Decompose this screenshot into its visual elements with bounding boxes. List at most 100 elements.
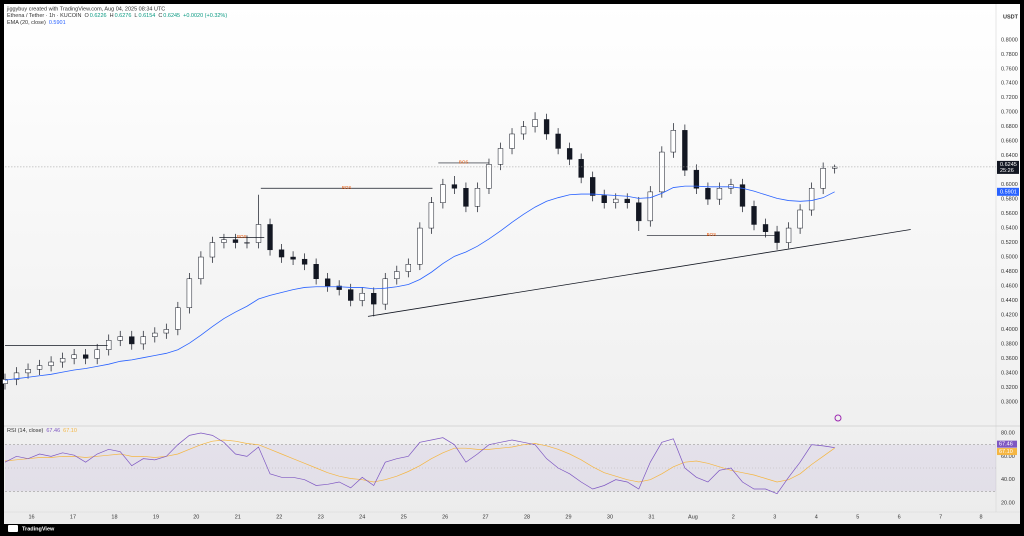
x-tick-label: 8 (979, 514, 982, 520)
candle-body (336, 285, 342, 290)
candle-body (394, 271, 400, 280)
candle-body (832, 166, 838, 169)
candle-body (486, 164, 492, 189)
plot: BOS BOS BOS BOS (2, 112, 911, 390)
candle-body (705, 188, 711, 200)
bos-label: BOS (707, 232, 717, 237)
ema-label-box (997, 187, 1019, 196)
candle-body (290, 256, 296, 260)
currency: USDT (1003, 14, 1019, 20)
candle-body (232, 239, 239, 243)
rsi-tick-label: 40.00 (1001, 477, 1015, 483)
y-tick-label: 0.7800 (1001, 52, 1018, 58)
y-tick-label: 0.3800 (1001, 341, 1018, 347)
candle-body (175, 307, 181, 330)
rsi-label: 67.46 (999, 442, 1013, 448)
candle-body (152, 332, 158, 337)
candle-body (682, 130, 688, 171)
y-tick-label: 0.4200 (1001, 312, 1018, 318)
candle-body (613, 198, 619, 203)
candle-body (371, 292, 377, 305)
candle-body (163, 329, 169, 334)
x-tick-label: 3 (773, 514, 776, 520)
rsi-line (4, 439, 835, 483)
x-tick-label: 23 (318, 514, 324, 520)
candle-body (94, 349, 100, 359)
footer-icon (8, 525, 18, 532)
candle-body (267, 224, 273, 251)
ohlc-value: 0.6245 (163, 13, 180, 19)
y-tick-label: 0.7200 (1001, 95, 1018, 101)
candle-body (440, 184, 446, 203)
x-tick-label: 26 (442, 514, 448, 520)
candle-body (601, 195, 607, 203)
rsi-label-box (997, 448, 1017, 456)
y-tick-label: 0.5000 (1001, 254, 1018, 260)
candle-body (348, 289, 354, 301)
candle-body (497, 148, 504, 165)
y-tick-label: 0.6000 (1001, 182, 1018, 188)
candle-body (820, 168, 826, 189)
candle-body (82, 354, 89, 359)
candle-body (405, 264, 411, 272)
x-tick-label: 6 (898, 514, 901, 520)
candle-body (198, 256, 204, 280)
candle-body (590, 177, 596, 196)
bos-label: BOS (459, 160, 469, 165)
trendline (367, 229, 911, 317)
rsi-label: 67.10 (999, 449, 1013, 455)
candle-body (59, 358, 66, 363)
y-tick-label: 0.7000 (1001, 110, 1018, 116)
ema-line (4, 185, 835, 381)
symbol-legend: Ethena / Tether · 1h · KUCOIN O0.6226 H0.6… (7, 13, 227, 19)
candle-body (647, 191, 653, 222)
rsi-title: RSI (14, close) (7, 428, 44, 434)
candle-body (566, 148, 573, 160)
y-tick-label: 0.5200 (1001, 240, 1018, 246)
candle-body (693, 169, 700, 189)
rsi-tick-label: 80.00 (1001, 430, 1015, 436)
candle-body (739, 184, 746, 207)
x-tick-label: 4 (815, 514, 818, 520)
candle-body (209, 242, 216, 258)
rsi-tick-label: 60.00 (1001, 454, 1015, 460)
candle-body (463, 188, 469, 207)
candle-body (555, 133, 561, 149)
rsi-tick-label: 20.00 (1001, 500, 1015, 506)
candle-body (774, 231, 780, 243)
price-label-box (997, 160, 1019, 174)
ohlc-value: 0.6226 (90, 13, 107, 19)
x-tick-label: 19 (153, 514, 159, 520)
candle-body (659, 151, 665, 193)
x-tick-label: 5 (856, 514, 859, 520)
candle-body (382, 278, 388, 305)
candle-body (751, 206, 757, 225)
candle-body (474, 188, 481, 207)
candle-body (106, 340, 112, 350)
chart-background (4, 4, 1020, 524)
candle-body (785, 227, 792, 243)
countdown: 25:26 (1000, 168, 1014, 174)
price-label: 0.6245 (1000, 162, 1017, 168)
y-tick-label: 0.5400 (1001, 226, 1018, 232)
x-tick-label: 29 (565, 514, 571, 520)
x-tick-label: 24 (359, 514, 365, 520)
candle-body (359, 292, 365, 301)
candle-body (624, 198, 630, 203)
candle-body (2, 379, 8, 384)
x-tick-label: Aug (688, 514, 698, 520)
ema-value: 0.5901 (49, 20, 66, 26)
y-tick-label: 0.6800 (1001, 124, 1018, 130)
candle-body (278, 249, 285, 258)
candle-body (532, 119, 538, 127)
x-tick-label: 18 (111, 514, 117, 520)
candle-body (244, 242, 250, 244)
x-tick-label: 27 (482, 514, 488, 520)
candle-body (129, 336, 135, 345)
x-tick-label: 20 (193, 514, 199, 520)
x-tick-label: 25 (401, 514, 407, 520)
x-tick-label: 31 (648, 514, 654, 520)
x-tick-label: 22 (276, 514, 282, 520)
y-tick-label: 0.3000 (1001, 399, 1018, 405)
